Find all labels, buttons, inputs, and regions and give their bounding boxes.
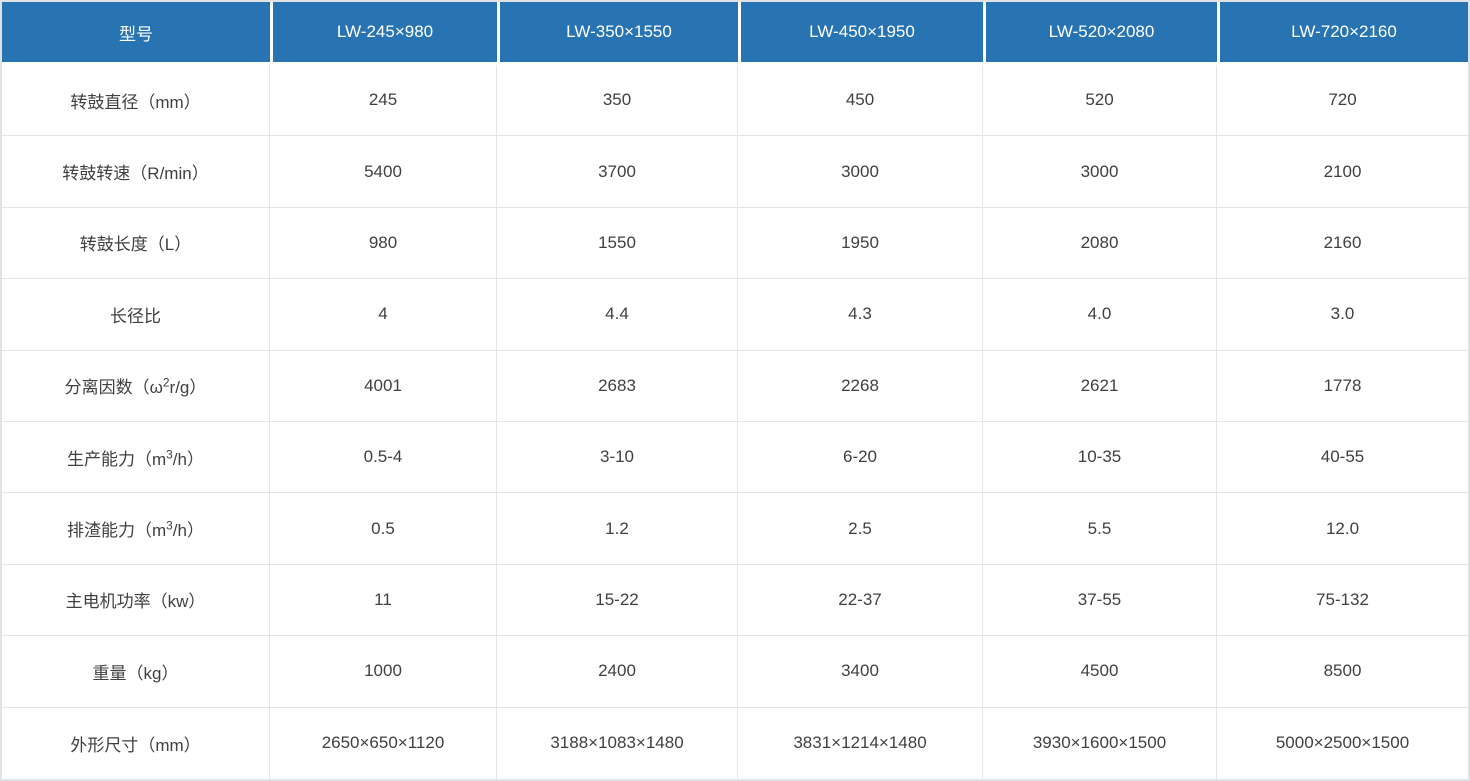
table-row-drum-speed: 转鼓转速（R/min） 5400 3700 3000 3000 2100 bbox=[2, 136, 1468, 208]
row-label: 主电机功率（kw） bbox=[2, 564, 270, 637]
table-body: 转鼓直径（mm） 245 350 450 520 720 转鼓转速（R/min）… bbox=[2, 65, 1468, 779]
value-cell: 3000 bbox=[983, 136, 1217, 208]
row-label: 长径比 bbox=[2, 279, 270, 351]
value-cell: 980 bbox=[270, 207, 497, 280]
table-row-drum-diameter: 转鼓直径（mm） 245 350 450 520 720 bbox=[2, 65, 1468, 137]
value-cell: 450 bbox=[738, 65, 983, 137]
header-row: 型号 LW-245×980 LW-350×1550 LW-450×1950 LW… bbox=[2, 2, 1468, 65]
header-cell-model-2: LW-350×1550 bbox=[497, 2, 738, 65]
table-row-main-motor-power: 主电机功率（kw） 11 15-22 22-37 37-55 75-132 bbox=[2, 564, 1468, 637]
value-cell: 350 bbox=[497, 65, 738, 137]
table-row-overall-dimensions: 外形尺寸（mm） 2650×650×1120 3188×1083×1480 38… bbox=[2, 707, 1468, 779]
value-cell: 12.0 bbox=[1217, 493, 1468, 565]
value-cell: 3000 bbox=[738, 136, 983, 208]
value-cell: 3700 bbox=[497, 136, 738, 208]
value-cell: 5400 bbox=[270, 136, 497, 208]
value-cell: 1000 bbox=[270, 636, 497, 708]
value-cell: 6-20 bbox=[738, 421, 983, 494]
row-label: 转鼓直径（mm） bbox=[2, 65, 270, 137]
value-cell: 2650×650×1120 bbox=[270, 707, 497, 779]
table-row-separation-factor: 分离因数（ω2r/g） 4001 2683 2268 2621 1778 bbox=[2, 350, 1468, 422]
value-cell: 2683 bbox=[497, 350, 738, 422]
value-cell: 8500 bbox=[1217, 636, 1468, 708]
value-cell: 4.3 bbox=[738, 279, 983, 351]
row-label: 重量（kg） bbox=[2, 636, 270, 708]
value-cell: 4500 bbox=[983, 636, 1217, 708]
value-cell: 1950 bbox=[738, 207, 983, 280]
value-cell: 0.5-4 bbox=[270, 421, 497, 494]
value-cell: 10-35 bbox=[983, 421, 1217, 494]
value-cell: 4001 bbox=[270, 350, 497, 422]
value-cell: 15-22 bbox=[497, 564, 738, 637]
value-cell: 0.5 bbox=[270, 493, 497, 565]
value-cell: 11 bbox=[270, 564, 497, 637]
row-label: 排渣能力（m3/h） bbox=[2, 493, 270, 565]
table-header: 型号 LW-245×980 LW-350×1550 LW-450×1950 LW… bbox=[2, 2, 1468, 65]
value-cell: 2.5 bbox=[738, 493, 983, 565]
header-cell-model-5: LW-720×2160 bbox=[1217, 2, 1468, 65]
value-cell: 22-37 bbox=[738, 564, 983, 637]
value-cell: 5000×2500×1500 bbox=[1217, 707, 1468, 779]
value-cell: 3930×1600×1500 bbox=[983, 707, 1217, 779]
value-cell: 40-55 bbox=[1217, 421, 1468, 494]
row-label: 转鼓长度（L） bbox=[2, 207, 270, 280]
row-label-text: 生产能力（m bbox=[67, 449, 167, 469]
table-row-weight: 重量（kg） 1000 2400 3400 4500 8500 bbox=[2, 636, 1468, 708]
value-cell: 1.2 bbox=[497, 493, 738, 565]
table-row-length-diameter-ratio: 长径比 4 4.4 4.3 4.0 3.0 bbox=[2, 279, 1468, 351]
row-label-text: 分离因数（ω bbox=[64, 378, 163, 398]
value-cell: 2268 bbox=[738, 350, 983, 422]
row-label: 分离因数（ω2r/g） bbox=[2, 350, 270, 422]
row-label: 外形尺寸（mm） bbox=[2, 707, 270, 779]
table-row-drum-length: 转鼓长度（L） 980 1550 1950 2080 2160 bbox=[2, 207, 1468, 280]
value-cell: 4.4 bbox=[497, 279, 738, 351]
superscript: 2 bbox=[162, 375, 170, 390]
value-cell: 2160 bbox=[1217, 207, 1468, 280]
value-cell: 3188×1083×1480 bbox=[497, 707, 738, 779]
header-cell-model-1: LW-245×980 bbox=[270, 2, 497, 65]
value-cell: 3-10 bbox=[497, 421, 738, 494]
row-label: 生产能力（m3/h） bbox=[2, 421, 270, 494]
superscript: 3 bbox=[166, 446, 173, 461]
value-cell: 245 bbox=[270, 65, 497, 137]
row-label-text: /h） bbox=[172, 449, 204, 469]
row-label-text: r/g） bbox=[169, 378, 207, 398]
row-label-text: 排渣能力（m bbox=[67, 521, 167, 541]
value-cell: 720 bbox=[1217, 65, 1468, 137]
value-cell: 2100 bbox=[1217, 136, 1468, 208]
value-cell: 3831×1214×1480 bbox=[738, 707, 983, 779]
value-cell: 5.5 bbox=[983, 493, 1217, 565]
value-cell: 2400 bbox=[497, 636, 738, 708]
row-label-text: /h） bbox=[172, 521, 204, 541]
value-cell: 4.0 bbox=[983, 279, 1217, 351]
header-cell-model-label: 型号 bbox=[2, 2, 270, 65]
value-cell: 2621 bbox=[983, 350, 1217, 422]
row-label: 转鼓转速（R/min） bbox=[2, 136, 270, 208]
value-cell: 520 bbox=[983, 65, 1217, 137]
value-cell: 75-132 bbox=[1217, 564, 1468, 637]
value-cell: 37-55 bbox=[983, 564, 1217, 637]
superscript: 3 bbox=[166, 518, 173, 533]
value-cell: 1550 bbox=[497, 207, 738, 280]
header-cell-model-4: LW-520×2080 bbox=[983, 2, 1217, 65]
value-cell: 3400 bbox=[738, 636, 983, 708]
table-row-production-capacity: 生产能力（m3/h） 0.5-4 3-10 6-20 10-35 40-55 bbox=[2, 421, 1468, 494]
value-cell: 2080 bbox=[983, 207, 1217, 280]
value-cell: 3.0 bbox=[1217, 279, 1468, 351]
value-cell: 4 bbox=[270, 279, 497, 351]
value-cell: 1778 bbox=[1217, 350, 1468, 422]
header-cell-model-3: LW-450×1950 bbox=[738, 2, 983, 65]
table-row-slag-discharge-capacity: 排渣能力（m3/h） 0.5 1.2 2.5 5.5 12.0 bbox=[2, 493, 1468, 565]
